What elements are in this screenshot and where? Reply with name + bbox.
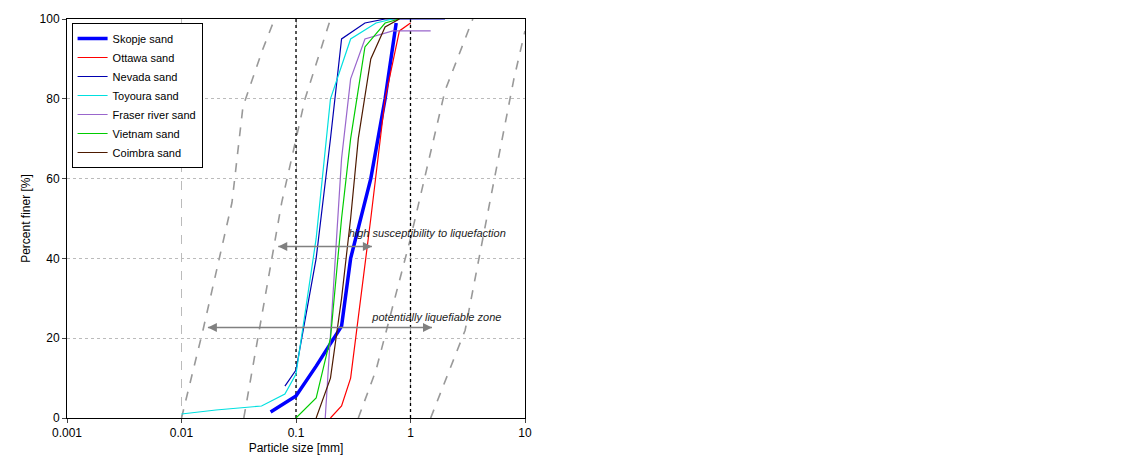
- svg-text:0.01: 0.01: [170, 426, 194, 440]
- svg-text:0.001: 0.001: [52, 426, 82, 440]
- svg-text:high susceptibility to liquefa: high susceptibility to liquefaction: [349, 227, 506, 239]
- svg-text:Ottawa sand: Ottawa sand: [113, 52, 175, 64]
- svg-text:100: 100: [40, 12, 60, 26]
- svg-text:Coimbra sand: Coimbra sand: [113, 147, 181, 159]
- svg-text:10: 10: [518, 426, 532, 440]
- svg-text:60: 60: [46, 172, 60, 186]
- svg-text:Fraser river sand: Fraser river sand: [113, 109, 196, 121]
- svg-text:Percent finer [%]: Percent finer [%]: [19, 174, 33, 263]
- svg-text:Toyoura sand: Toyoura sand: [113, 90, 179, 102]
- svg-text:Skopje sand: Skopje sand: [113, 33, 174, 45]
- svg-text:40: 40: [46, 252, 60, 266]
- svg-text:0.1: 0.1: [288, 426, 305, 440]
- svg-text:potentially liquefiable zone: potentially liquefiable zone: [371, 311, 501, 323]
- svg-text:20: 20: [46, 331, 60, 345]
- svg-text:Nevada sand: Nevada sand: [113, 71, 178, 83]
- svg-text:1: 1: [407, 426, 414, 440]
- svg-text:0: 0: [53, 411, 60, 425]
- svg-text:Vietnam sand: Vietnam sand: [113, 128, 180, 140]
- svg-text:Particle size [mm]: Particle size [mm]: [249, 441, 344, 455]
- svg-text:80: 80: [46, 92, 60, 106]
